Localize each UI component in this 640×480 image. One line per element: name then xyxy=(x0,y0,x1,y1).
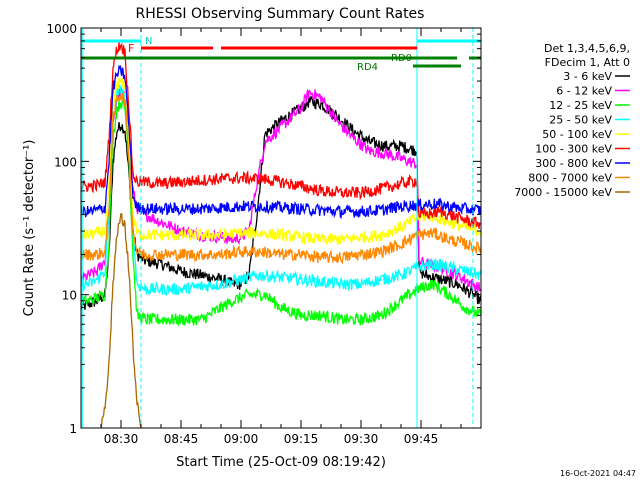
x-tick-label: 09:15 xyxy=(284,432,319,446)
x-tick-label: 08:45 xyxy=(164,432,199,446)
series-line-2 xyxy=(81,87,481,294)
series-line-4 xyxy=(81,84,481,297)
series-line-1 xyxy=(81,96,481,310)
series-line-8 xyxy=(81,92,481,265)
legend-label: 7000 - 15000 keV xyxy=(514,186,612,199)
legend-header-line-1: Det 1,3,4,5,6,9, xyxy=(544,42,630,55)
series-line-6 xyxy=(81,42,481,229)
axis-ticks: 08:30 08:45 09:00 09:15 09:30 09:45 1 10 100 1000 xyxy=(46,22,481,446)
series-line-3 xyxy=(81,98,481,328)
y-tick-label: 10 xyxy=(62,289,77,303)
legend-label: 12 - 25 keV xyxy=(549,99,612,112)
annotation-n: N xyxy=(145,36,152,47)
series-line-7 xyxy=(81,64,481,220)
series-line-9 xyxy=(100,213,142,428)
y-axis-label: Count Rate (s⁻¹ detector⁻¹) xyxy=(22,140,37,317)
annotation-f: F xyxy=(128,42,134,55)
timestamp: 16-Oct-2021 04:47 xyxy=(560,469,636,478)
series-layer xyxy=(81,42,481,428)
legend-label: 6 - 12 keV xyxy=(556,85,612,98)
x-tick-label: 09:00 xyxy=(224,432,259,446)
y-tick-label: 1000 xyxy=(46,22,77,36)
annotation-rd0: RD0 xyxy=(391,53,412,64)
annotation-rd4: RD4 xyxy=(357,62,378,73)
x-tick-label: 08:30 xyxy=(104,432,139,446)
x-axis-label: Start Time (25-Oct-09 08:19:42) xyxy=(176,455,386,470)
x-tick-label: 09:45 xyxy=(404,432,439,446)
legend-label: 100 - 300 keV xyxy=(535,143,612,156)
legend-label: 800 - 7000 keV xyxy=(528,172,612,185)
series-line-5 xyxy=(81,76,481,246)
legend-label: 50 - 100 keV xyxy=(542,128,612,141)
legend-label: 25 - 50 keV xyxy=(549,114,612,127)
legend-header-line-2: FDecim 1, Att 0 xyxy=(545,56,630,69)
y-tick-label: 100 xyxy=(54,155,77,169)
x-tick-label: 09:30 xyxy=(344,432,379,446)
status-bars xyxy=(81,28,481,428)
legend: Det 1,3,4,5,6,9, FDecim 1, Att 0 3 - 6 k… xyxy=(514,42,630,199)
y-tick-label: 1 xyxy=(69,422,77,436)
chart-title: RHESSI Observing Summary Count Rates xyxy=(136,6,425,22)
legend-label: 300 - 800 keV xyxy=(535,157,612,170)
legend-label: 3 - 6 keV xyxy=(563,70,612,83)
